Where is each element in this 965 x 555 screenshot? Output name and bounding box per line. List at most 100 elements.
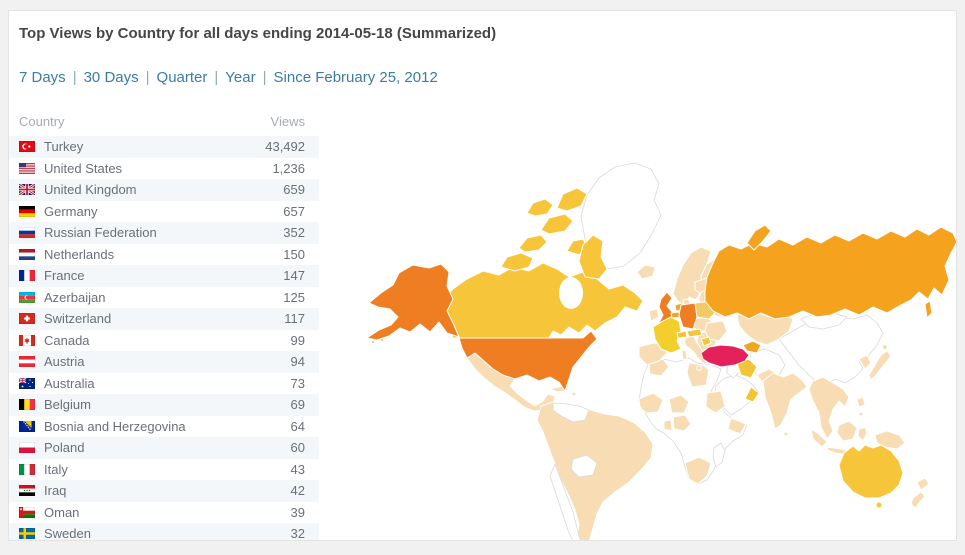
map-iceland[interactable] xyxy=(636,264,656,280)
map-arctic-island-3[interactable] xyxy=(540,213,574,235)
map-hudson-bay xyxy=(559,277,583,309)
map-somalia[interactable] xyxy=(727,417,747,435)
map-nigeria[interactable] xyxy=(672,414,692,432)
map-korea[interactable] xyxy=(858,354,872,370)
map-hokkaido[interactable] xyxy=(881,343,889,351)
map-sardinia[interactable] xyxy=(681,349,688,361)
country-name: United Kingdom xyxy=(44,182,137,198)
map-new-guinea[interactable] xyxy=(874,430,906,450)
map-canada[interactable] xyxy=(440,262,644,339)
table-row: Belgium 69 xyxy=(9,394,319,416)
map-sakhalin[interactable] xyxy=(924,300,933,319)
map-baffin-island[interactable] xyxy=(578,234,608,280)
map-hispaniola[interactable] xyxy=(571,391,577,397)
map-bolivia[interactable] xyxy=(570,454,598,478)
period-link-7-days[interactable]: 7 Days xyxy=(19,69,66,86)
country-views: 147 xyxy=(283,268,305,284)
map-australia[interactable] xyxy=(838,444,904,499)
country-name: Iraq xyxy=(44,483,67,499)
country-views: 39 xyxy=(290,504,305,520)
country-name: France xyxy=(44,268,85,284)
map-kazakhstan[interactable] xyxy=(736,310,794,346)
map-philippines-south[interactable] xyxy=(858,411,864,417)
map-new-zealand-north[interactable] xyxy=(916,477,930,491)
period-links: 7 Days | 30 Days | Quarter | Year | Since Februa… xyxy=(19,69,438,86)
map-switzerland[interactable] xyxy=(676,330,688,339)
table-row: Canada 99 xyxy=(9,330,319,352)
map-south-africa[interactable] xyxy=(684,456,712,485)
map-arctic-island-2[interactable] xyxy=(518,234,548,253)
map-spain-portugal[interactable] xyxy=(638,342,668,366)
period-link-since-february-25-2012[interactable]: Since February 25, 2012 xyxy=(273,69,438,86)
period-link-year[interactable]: Year xyxy=(225,69,256,86)
map-france[interactable] xyxy=(652,316,682,354)
map-austria[interactable] xyxy=(686,328,703,338)
map-alaska[interactable] xyxy=(366,263,460,341)
country-views: 125 xyxy=(283,289,305,305)
map-venezuela[interactable] xyxy=(552,402,590,423)
country-views: 32 xyxy=(290,526,305,541)
table-row: Australia 73 xyxy=(9,373,319,395)
map-borneo[interactable] xyxy=(836,420,858,442)
table-row: Russian Federation 352 xyxy=(9,222,319,244)
map-sri-lanka[interactable] xyxy=(783,431,789,437)
map-mauritania[interactable] xyxy=(638,392,664,414)
map-ghana[interactable] xyxy=(663,419,673,432)
map-sudan[interactable] xyxy=(705,390,726,414)
map-niger[interactable] xyxy=(668,394,690,414)
map-arctic-island-5[interactable] xyxy=(526,198,554,217)
map-india[interactable] xyxy=(762,372,808,430)
map-sicily[interactable] xyxy=(696,365,702,371)
map-sumatra[interactable] xyxy=(810,428,828,448)
stats-panel: Top Views by Country for all days ending… xyxy=(8,10,957,541)
period-link-quarter[interactable]: Quarter xyxy=(156,69,208,86)
map-oman[interactable] xyxy=(744,386,760,403)
table-row: Poland 60 xyxy=(9,437,319,459)
sweden-flag-icon xyxy=(19,528,35,540)
country-name: Netherlands xyxy=(44,246,115,262)
map-southeast-asia[interactable] xyxy=(808,376,850,440)
table-row: Sweden 32 xyxy=(9,523,319,541)
map-tasmania[interactable] xyxy=(875,501,883,509)
country-name: Oman xyxy=(44,504,80,520)
map-arctic-island-4[interactable] xyxy=(556,187,588,212)
map-cuba[interactable] xyxy=(549,385,571,393)
map-arctic-island-1[interactable] xyxy=(500,252,534,272)
country-name: Bosnia and Herzegovina xyxy=(44,418,186,434)
iraq-flag-icon xyxy=(19,485,35,497)
country-name: Belgium xyxy=(44,397,91,413)
map-ireland[interactable] xyxy=(648,308,660,322)
map-philippines[interactable] xyxy=(856,396,866,408)
map-iraq[interactable] xyxy=(736,358,758,379)
map-caucasus-azerbaijan[interactable] xyxy=(742,340,762,354)
country-views: 43,492 xyxy=(265,139,305,155)
map-chile[interactable] xyxy=(549,463,581,540)
country-table-body: Turkey 43,492 United States 1,236 United Kin… xyxy=(9,136,319,541)
map-novaya-zemlya[interactable] xyxy=(746,224,772,251)
country-name: Italy xyxy=(44,461,68,477)
country-name: Canada xyxy=(44,332,90,348)
country-views: 73 xyxy=(290,375,305,391)
country-name: Turkey xyxy=(44,139,84,155)
map-libya[interactable] xyxy=(686,362,710,388)
table-row: United States 1,236 xyxy=(9,158,319,180)
country-name: Austria xyxy=(44,354,85,370)
united-kingdom-flag-icon xyxy=(18,183,36,197)
map-new-zealand-south[interactable] xyxy=(910,491,926,509)
separator: | xyxy=(262,69,267,86)
map-turkey[interactable] xyxy=(700,344,750,368)
map-germany[interactable] xyxy=(678,302,698,330)
map-japan[interactable] xyxy=(868,350,892,381)
italy-flag-icon xyxy=(19,463,35,475)
map-romania-bulgaria[interactable] xyxy=(704,320,728,342)
country-views: 352 xyxy=(283,225,305,241)
world-map-svg xyxy=(366,162,957,540)
map-bosnia[interactable] xyxy=(700,336,712,347)
period-link-30-days[interactable]: 30 Days xyxy=(83,69,139,86)
map-sulawesi[interactable] xyxy=(857,426,868,442)
map-madagascar[interactable] xyxy=(712,442,726,468)
map-usa[interactable] xyxy=(458,330,598,392)
country-table: Country Views Turkey 43,492 United States 1… xyxy=(9,109,319,541)
country-views: 117 xyxy=(284,311,305,327)
map-russia[interactable] xyxy=(704,226,957,320)
